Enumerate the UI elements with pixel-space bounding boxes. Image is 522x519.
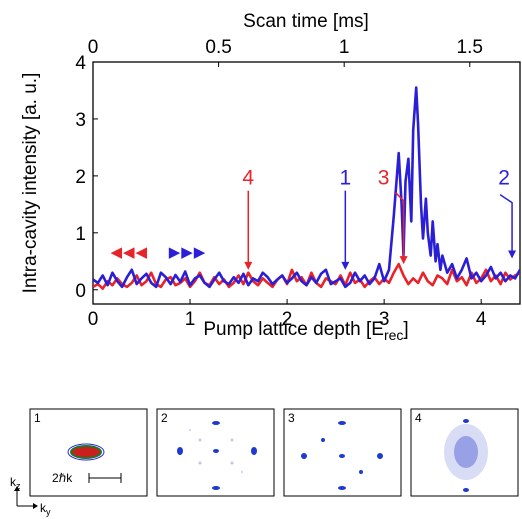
k-axes: kz ky	[10, 475, 51, 517]
annotation-label-4: 4	[242, 167, 254, 190]
top-tick-label: 1.5	[457, 37, 483, 58]
top-axis-label: Scan time [ms]	[243, 11, 369, 32]
annotation-arrow-head	[244, 261, 253, 270]
panel-1: 1 2ℏk	[29, 408, 148, 497]
direction-arrows-0: ◀◀◀	[110, 243, 148, 261]
kz-label: kz	[10, 475, 21, 491]
annotations: 1 2 3 4 ◀◀◀ ▶▶▶	[110, 167, 517, 270]
annotation-arrow-line	[499, 194, 513, 253]
panel-2: 2	[156, 408, 275, 497]
condensate-halo	[67, 443, 105, 461]
top-tick-label: 0.5	[205, 37, 231, 58]
panel-4-number: 4	[415, 411, 422, 425]
annotation-arrow-head	[508, 250, 517, 259]
axis-ticks	[92, 61, 482, 304]
x-axis-label-main: Pump lattice depth [E	[203, 319, 384, 340]
x-axis-label-sub: rec	[384, 327, 403, 343]
direction-arrows-1: ▶▶▶	[169, 243, 207, 261]
annotation-label-2: 2	[498, 167, 510, 190]
x-axis-label: Pump lattice depth [Erec]	[203, 319, 408, 343]
y-axis-label: Intra-cavity intensity [a. u.]	[20, 73, 41, 294]
panel-4: 4	[410, 408, 519, 497]
panel-2-number: 2	[161, 411, 168, 425]
x-tick-label: 3	[379, 309, 390, 330]
x-axis-label-close: ]	[403, 319, 408, 340]
x-tick-label: 2	[282, 309, 293, 330]
top-tick-label: 1	[339, 37, 350, 58]
condensate-peak	[70, 445, 102, 459]
plot-frame	[92, 61, 521, 305]
panel-3: 3	[283, 408, 402, 497]
y-tick-label: 3	[75, 110, 86, 131]
annotation-arrow-line	[395, 192, 405, 259]
annotation-arrow-head	[399, 256, 408, 265]
y-tick-label: 0	[75, 281, 86, 302]
annotation-arrow-head	[341, 261, 350, 270]
ky-label: ky	[40, 501, 51, 517]
scale-bar-label: 2ℏk	[52, 471, 73, 485]
series-line-0	[93, 86, 520, 289]
x-tick-label: 0	[88, 309, 99, 330]
y-tick-label: 1	[75, 224, 86, 245]
top-tick-label: 0	[88, 37, 99, 58]
y-tick-label: 4	[75, 53, 86, 74]
annotation-label-3: 3	[378, 167, 390, 190]
series-group	[93, 86, 520, 290]
y-tick-label: 2	[75, 167, 86, 188]
panel-1-number: 1	[34, 411, 41, 425]
annotation-label-1: 1	[339, 167, 351, 190]
x-tick-label: 4	[476, 309, 487, 330]
panel-3-number: 3	[288, 411, 295, 425]
x-tick-label: 1	[185, 309, 196, 330]
